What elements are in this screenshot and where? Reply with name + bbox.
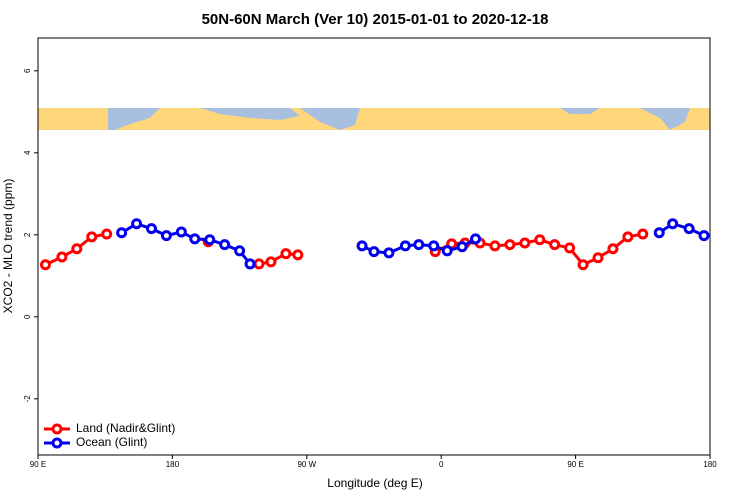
data-point: [622, 231, 634, 243]
data-point: [71, 243, 83, 255]
data-point: [368, 246, 380, 258]
data-point: [145, 223, 157, 235]
y-tick-label: 0: [23, 314, 32, 319]
data-point: [219, 239, 231, 251]
data-point: [131, 218, 143, 230]
data-point: [577, 259, 589, 271]
data-point: [637, 228, 649, 240]
data-point: [549, 239, 561, 251]
data-point: [280, 248, 292, 260]
data-point: [667, 218, 679, 230]
data-point: [534, 234, 546, 246]
data-point: [683, 223, 695, 235]
x-tick-label: 0: [439, 460, 444, 469]
data-point: [383, 247, 395, 259]
data-point: [607, 243, 619, 255]
x-axis-label: Longitude (deg E): [327, 476, 422, 490]
data-point: [253, 258, 265, 270]
data-point: [456, 241, 468, 253]
data-point: [175, 226, 187, 238]
chart-title: 50N-60N March (Ver 10) 2015-01-01 to 202…: [202, 11, 549, 28]
data-point: [653, 227, 665, 239]
x-tick-label: 180: [166, 460, 180, 469]
data-point: [489, 240, 501, 252]
legend-marker: [51, 423, 63, 435]
y-axis-label: XCO2 - MLO trend (ppm): [1, 179, 15, 314]
data-point: [160, 230, 172, 242]
data-point: [265, 256, 277, 268]
data-point: [504, 239, 516, 251]
data-point: [292, 249, 304, 261]
data-point: [116, 227, 128, 239]
data-point: [564, 242, 576, 254]
x-tick-label: 90 E: [30, 460, 46, 469]
data-point: [470, 233, 482, 245]
y-tick-label: -2: [23, 395, 32, 403]
legend-marker: [51, 437, 63, 449]
x-tick-label: 90 W: [297, 460, 316, 469]
data-point: [56, 251, 68, 263]
data-point: [698, 230, 710, 242]
y-tick-label: 4: [23, 150, 32, 155]
data-point: [441, 245, 453, 257]
legend-label: Ocean (Glint): [76, 435, 147, 449]
data-point: [399, 240, 411, 252]
data-point: [234, 245, 246, 257]
data-point: [428, 240, 440, 252]
data-point: [86, 231, 98, 243]
data-point: [413, 239, 425, 251]
data-point: [101, 228, 113, 240]
x-tick-label: 180: [703, 460, 717, 469]
data-point: [189, 233, 201, 245]
legend-label: Land (Nadir&Glint): [76, 421, 175, 435]
data-point: [519, 237, 531, 249]
y-tick-label: 6: [23, 68, 32, 73]
y-tick-label: 2: [23, 232, 32, 237]
data-point: [592, 252, 604, 264]
data-point: [204, 234, 216, 246]
data-point: [244, 258, 256, 270]
x-tick-label: 90 E: [567, 460, 583, 469]
plot-frame: [37, 37, 711, 456]
map-band: [38, 108, 710, 130]
data-point: [39, 259, 51, 271]
data-point: [356, 240, 368, 252]
